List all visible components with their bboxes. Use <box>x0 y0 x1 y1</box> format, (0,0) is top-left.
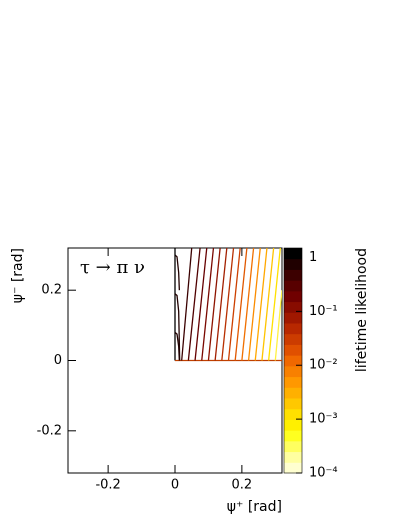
colorbar-band <box>284 376 302 388</box>
contour-layer <box>174 248 282 362</box>
colorbar-tick-label: 10⁻¹ <box>309 304 338 319</box>
colorbar-band <box>284 387 302 399</box>
contour-line <box>221 248 235 361</box>
colorbar-band <box>284 258 302 270</box>
contour-line <box>241 248 255 361</box>
contour-line <box>207 248 221 361</box>
contour-line <box>174 254 180 291</box>
x-tick-label: -0.2 <box>95 478 120 493</box>
colorbar-band <box>284 419 302 431</box>
y-tick-label: -0.2 <box>37 423 62 438</box>
x-axis-label: ψ⁺ [rad] <box>227 499 282 515</box>
colorbar-band <box>284 440 302 453</box>
contour-line <box>214 248 228 361</box>
colorbar-band <box>284 280 302 292</box>
colorbar-band <box>284 323 302 335</box>
contour-line <box>174 293 181 361</box>
colorbar-tick-label: 1 <box>309 250 317 265</box>
x-tick-label: 0.2 <box>232 478 253 493</box>
colorbar-band <box>284 451 302 463</box>
colorbar-band <box>284 269 302 281</box>
contour-line <box>181 248 193 361</box>
colorbar-tick-label: 10⁻⁴ <box>309 466 338 481</box>
contour-line <box>201 248 215 361</box>
contour-line <box>194 248 208 361</box>
colorbar-band <box>284 248 302 260</box>
contour-line <box>261 248 275 361</box>
y-tick-label: 0.2 <box>41 283 62 298</box>
colorbar-band <box>284 333 302 345</box>
contour-line <box>247 248 261 361</box>
contour-line <box>227 248 241 361</box>
x-tick-label: 0 <box>171 478 179 493</box>
contour-line <box>234 248 248 361</box>
colorbar-band <box>284 301 302 313</box>
colorbar-band <box>284 398 302 410</box>
colorbar-band <box>284 365 302 378</box>
annotation: τ → π ν <box>80 257 145 278</box>
y-tick-label: 0 <box>54 353 62 368</box>
colorbar-band <box>284 430 302 442</box>
colorbar-band <box>284 290 302 303</box>
colorbar-band <box>284 344 302 356</box>
colorbar-band <box>284 408 302 420</box>
colorbar-tick-label: 10⁻³ <box>309 412 338 427</box>
contour-line <box>274 290 282 361</box>
contour-line <box>187 248 201 361</box>
contour-line <box>254 248 268 361</box>
y-axis-label: ψ⁻ [rad] <box>10 248 26 303</box>
colorbar-frame <box>283 247 303 474</box>
colorbar-band <box>284 462 302 474</box>
colorbar-band <box>284 312 302 324</box>
colorbar-label: lifetime likelihood <box>354 248 370 372</box>
contour-line <box>267 248 281 361</box>
colorbar-tick-label: 10⁻² <box>309 358 338 373</box>
colorbar-band <box>284 355 302 367</box>
